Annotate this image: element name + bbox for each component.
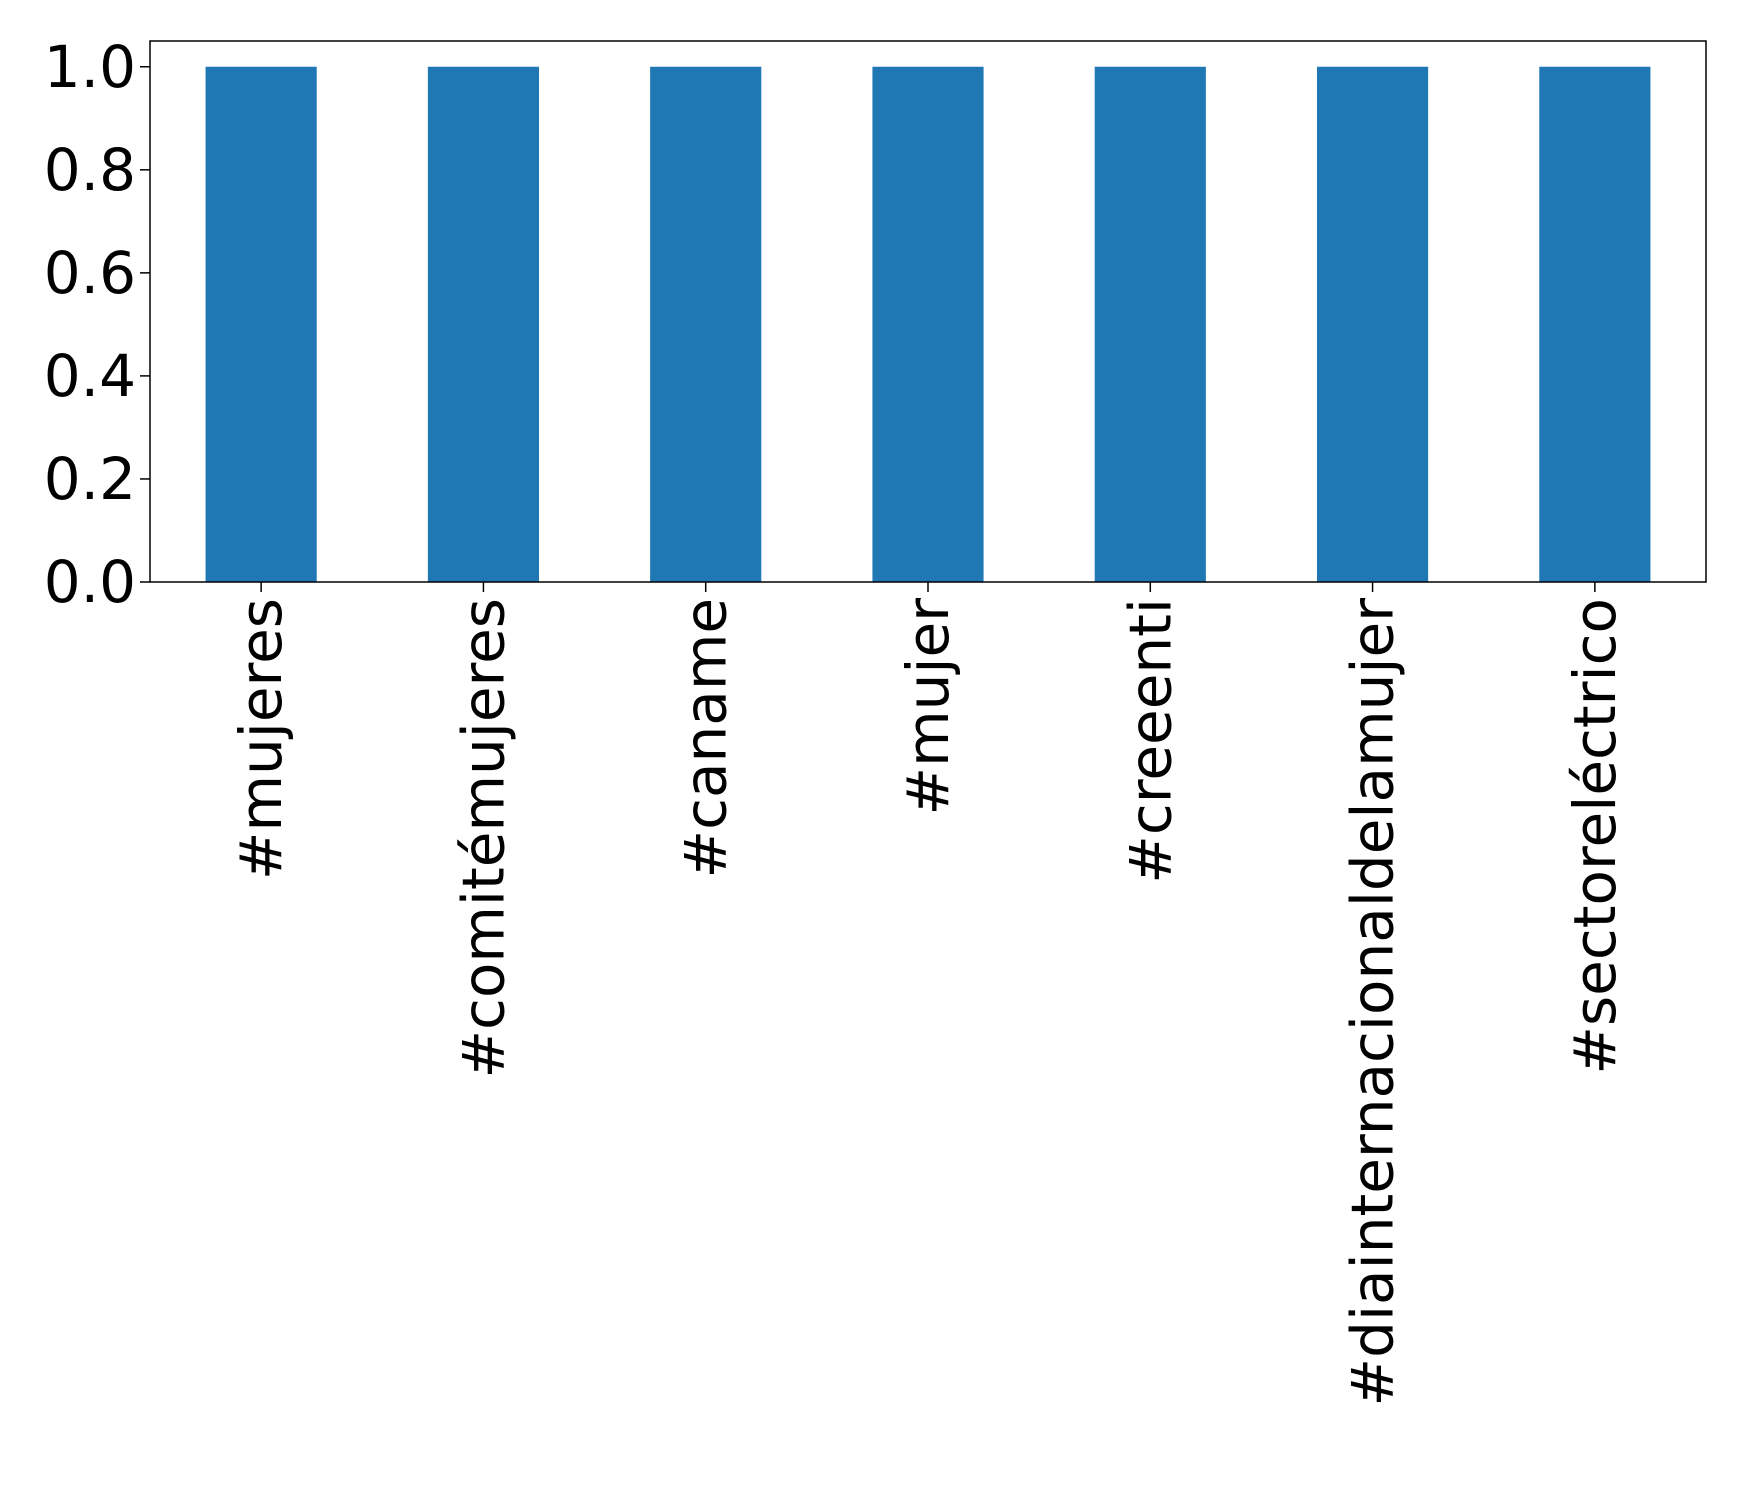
bar [872,66,984,582]
y-tick-label: 0.4 [44,342,136,410]
x-tick-label: #caname [672,598,740,879]
bar [650,66,762,582]
bar [427,66,539,582]
y-tick-label: 0.0 [44,548,136,616]
x-axis: #mujeres #comitémujeres #caname #mujer #cree… [227,582,1629,1406]
y-tick-label: 0.2 [44,445,136,513]
x-tick-label: #mujeres [227,598,295,880]
x-tick-label: #mujer [894,598,962,816]
y-tick-label: 0.6 [44,239,136,307]
y-tick-label: 0.8 [44,136,136,204]
bar-series [205,66,1651,582]
bar [1539,66,1651,582]
y-tick-label: 1.0 [44,33,136,101]
x-tick-label: #creeenti [1116,598,1184,884]
bar [1094,66,1206,582]
x-tick-label: #diainternacionaldelamujer [1339,598,1407,1407]
y-axis: 0.0 0.2 0.4 0.6 0.8 1.0 [44,33,150,616]
x-tick-label: #comitémujeres [449,598,517,1079]
bar [1317,66,1429,582]
x-tick-label: #sectoreléctrico [1561,598,1629,1075]
bar [205,66,317,582]
plot-frame [149,40,1707,583]
